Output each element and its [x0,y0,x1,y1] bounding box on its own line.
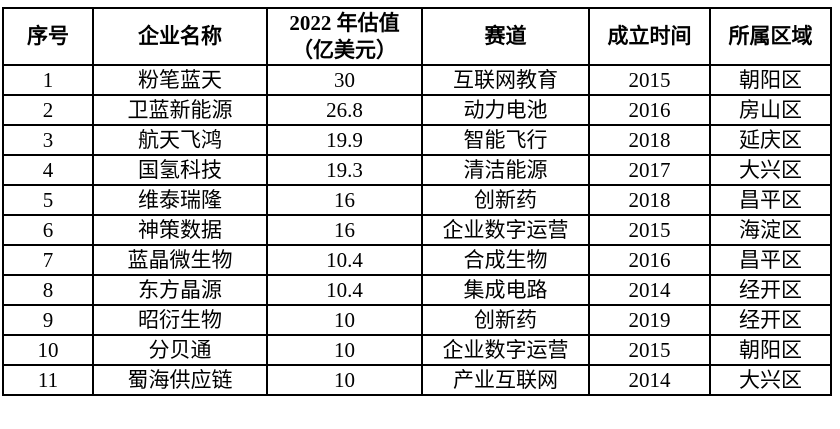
cell-region: 海淀区 [709,214,832,246]
cell-region: 朝阳区 [709,64,832,96]
table-row: 6 神策数据 16 企业数字运营 2015 海淀区 [2,214,832,246]
cell-year: 2016 [588,94,711,126]
cell-index: 8 [2,274,94,306]
cell-name: 蜀海供应链 [92,364,268,396]
cell-value: 10 [266,304,423,336]
table-row: 4 国氢科技 19.3 清洁能源 2017 大兴区 [2,154,832,186]
table-row: 3 航天飞鸿 19.9 智能飞行 2018 延庆区 [2,124,832,156]
cell-region: 房山区 [709,94,832,126]
table-row: 7 蓝晶微生物 10.4 合成生物 2016 昌平区 [2,244,832,276]
cell-index: 7 [2,244,94,276]
cell-value: 19.3 [266,154,423,186]
cell-value: 16 [266,214,423,246]
cell-value: 19.9 [266,124,423,156]
cell-region: 大兴区 [709,154,832,186]
cell-name: 神策数据 [92,214,268,246]
company-valuation-table: 序号 企业名称 2022 年估值 （亿美元） 赛道 成立时间 所属区域 1 粉笔蓝… [2,7,832,396]
header-cell-year: 成立时间 [588,7,711,66]
cell-year: 2019 [588,304,711,336]
cell-track: 互联网教育 [421,64,590,96]
cell-track: 动力电池 [421,94,590,126]
cell-value: 10 [266,364,423,396]
cell-year: 2018 [588,124,711,156]
cell-index: 10 [2,334,94,366]
header-cell-track: 赛道 [421,7,590,66]
header-cell-name: 企业名称 [92,7,268,66]
cell-value: 26.8 [266,94,423,126]
cell-name: 蓝晶微生物 [92,244,268,276]
cell-region: 大兴区 [709,364,832,396]
cell-index: 2 [2,94,94,126]
cell-region: 朝阳区 [709,334,832,366]
table-row: 8 东方晶源 10.4 集成电路 2014 经开区 [2,274,832,306]
header-cell-index: 序号 [2,7,94,66]
table-row: 11 蜀海供应链 10 产业互联网 2014 大兴区 [2,364,832,396]
cell-year: 2014 [588,274,711,306]
cell-track: 合成生物 [421,244,590,276]
cell-region: 经开区 [709,274,832,306]
cell-name: 国氢科技 [92,154,268,186]
cell-year: 2015 [588,214,711,246]
cell-year: 2015 [588,334,711,366]
cell-name: 东方晶源 [92,274,268,306]
cell-value: 10.4 [266,244,423,276]
cell-year: 2017 [588,154,711,186]
cell-year: 2016 [588,244,711,276]
cell-name: 粉笔蓝天 [92,64,268,96]
cell-track: 清洁能源 [421,154,590,186]
cell-track: 创新药 [421,304,590,336]
cell-index: 5 [2,184,94,216]
cell-value: 30 [266,64,423,96]
document-page: 序号 企业名称 2022 年估值 （亿美元） 赛道 成立时间 所属区域 1 粉笔蓝… [0,7,840,429]
table-body: 1 粉笔蓝天 30 互联网教育 2015 朝阳区 2 卫蓝新能源 26.8 动力电池 2016 房山区… [2,64,832,396]
cell-track: 集成电路 [421,274,590,306]
header-cell-region: 所属区域 [709,7,832,66]
cell-name: 航天飞鸿 [92,124,268,156]
cell-region: 经开区 [709,304,832,336]
cell-track: 企业数字运营 [421,214,590,246]
header-cell-value: 2022 年估值 （亿美元） [266,7,423,66]
cell-index: 3 [2,124,94,156]
cell-region: 延庆区 [709,124,832,156]
cell-value: 10 [266,334,423,366]
table-row: 10 分贝通 10 企业数字运营 2015 朝阳区 [2,334,832,366]
table-row: 5 维泰瑞隆 16 创新药 2018 昌平区 [2,184,832,216]
cell-index: 1 [2,64,94,96]
cell-value: 16 [266,184,423,216]
table-row: 2 卫蓝新能源 26.8 动力电池 2016 房山区 [2,94,832,126]
cell-region: 昌平区 [709,184,832,216]
header-row: 序号 企业名称 2022 年估值 （亿美元） 赛道 成立时间 所属区域 [2,7,832,66]
cell-name: 分贝通 [92,334,268,366]
cell-year: 2015 [588,64,711,96]
cell-track: 智能飞行 [421,124,590,156]
cell-name: 昭衍生物 [92,304,268,336]
cell-value: 10.4 [266,274,423,306]
cell-year: 2018 [588,184,711,216]
table-row: 1 粉笔蓝天 30 互联网教育 2015 朝阳区 [2,64,832,96]
cell-year: 2014 [588,364,711,396]
cell-track: 企业数字运营 [421,334,590,366]
cell-index: 4 [2,154,94,186]
cell-region: 昌平区 [709,244,832,276]
cell-index: 11 [2,364,94,396]
cell-name: 卫蓝新能源 [92,94,268,126]
cell-name: 维泰瑞隆 [92,184,268,216]
cell-index: 6 [2,214,94,246]
table-row: 9 昭衍生物 10 创新药 2019 经开区 [2,304,832,336]
cell-track: 产业互联网 [421,364,590,396]
cell-track: 创新药 [421,184,590,216]
cell-index: 9 [2,304,94,336]
